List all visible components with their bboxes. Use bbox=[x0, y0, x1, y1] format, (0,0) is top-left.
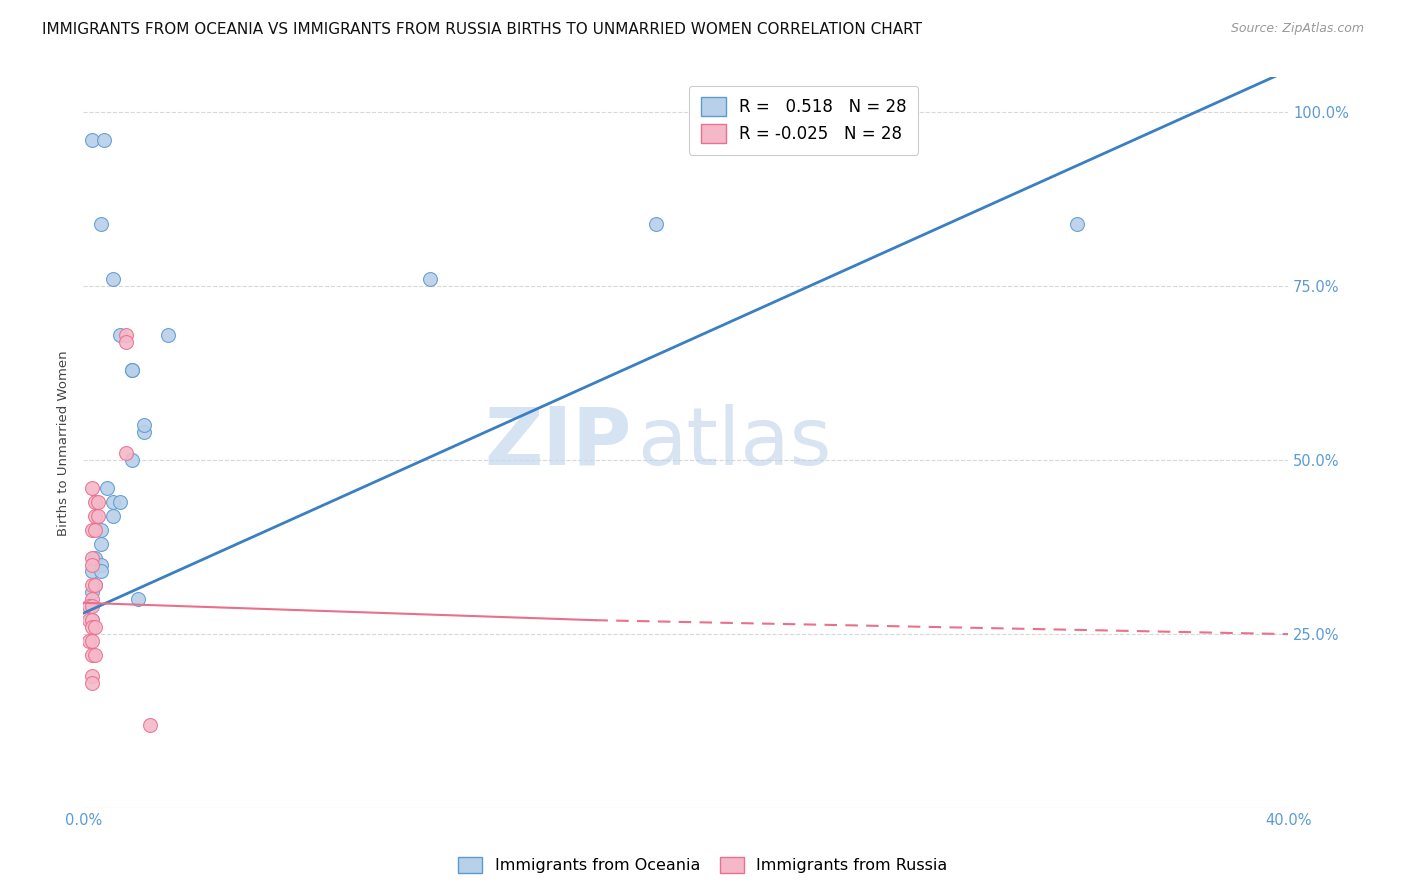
Point bbox=[79, 613, 101, 627]
Point bbox=[82, 613, 104, 627]
Point bbox=[90, 217, 112, 231]
Point bbox=[103, 495, 125, 509]
Point bbox=[84, 648, 107, 662]
Point bbox=[82, 592, 104, 607]
Point bbox=[79, 599, 101, 614]
Point bbox=[84, 578, 107, 592]
Point bbox=[90, 523, 112, 537]
Point bbox=[82, 585, 104, 599]
Point bbox=[103, 508, 125, 523]
Point bbox=[87, 508, 110, 523]
Point bbox=[90, 536, 112, 550]
Text: Source: ZipAtlas.com: Source: ZipAtlas.com bbox=[1230, 22, 1364, 36]
Point bbox=[82, 550, 104, 565]
Point bbox=[84, 620, 107, 634]
Point bbox=[82, 676, 104, 690]
Point bbox=[84, 523, 107, 537]
Point bbox=[82, 599, 104, 614]
Point bbox=[82, 648, 104, 662]
Point bbox=[82, 620, 104, 634]
Point bbox=[114, 334, 136, 349]
Text: ZIP: ZIP bbox=[484, 404, 631, 482]
Text: IMMIGRANTS FROM OCEANIA VS IMMIGRANTS FROM RUSSIA BIRTHS TO UNMARRIED WOMEN CORR: IMMIGRANTS FROM OCEANIA VS IMMIGRANTS FR… bbox=[42, 22, 922, 37]
Point bbox=[121, 362, 143, 376]
Point bbox=[82, 669, 104, 683]
Point bbox=[114, 327, 136, 342]
Point bbox=[132, 418, 155, 433]
Point bbox=[156, 327, 179, 342]
Point bbox=[87, 495, 110, 509]
Point bbox=[82, 565, 104, 579]
Point bbox=[93, 133, 115, 147]
Point bbox=[84, 508, 107, 523]
Point bbox=[121, 453, 143, 467]
Point bbox=[82, 634, 104, 648]
Point bbox=[82, 523, 104, 537]
Y-axis label: Births to Unmarried Women: Births to Unmarried Women bbox=[58, 350, 70, 535]
Point bbox=[127, 592, 149, 607]
Point bbox=[79, 634, 101, 648]
Point bbox=[108, 327, 131, 342]
Text: atlas: atlas bbox=[637, 404, 832, 482]
Point bbox=[644, 217, 666, 231]
Point bbox=[82, 578, 104, 592]
Point bbox=[82, 558, 104, 572]
Point bbox=[82, 481, 104, 495]
Point bbox=[1066, 217, 1088, 231]
Point bbox=[84, 495, 107, 509]
Legend: R =   0.518   N = 28, R = -0.025   N = 28: R = 0.518 N = 28, R = -0.025 N = 28 bbox=[689, 86, 918, 155]
Point bbox=[132, 425, 155, 440]
Point bbox=[82, 133, 104, 147]
Point bbox=[84, 550, 107, 565]
Point bbox=[90, 565, 112, 579]
Legend: Immigrants from Oceania, Immigrants from Russia: Immigrants from Oceania, Immigrants from… bbox=[451, 850, 955, 880]
Point bbox=[96, 481, 118, 495]
Point bbox=[103, 272, 125, 286]
Point bbox=[114, 446, 136, 460]
Point bbox=[108, 495, 131, 509]
Point bbox=[84, 578, 107, 592]
Point bbox=[90, 558, 112, 572]
Point bbox=[419, 272, 441, 286]
Point bbox=[138, 717, 160, 731]
Point bbox=[121, 362, 143, 376]
Point bbox=[82, 613, 104, 627]
